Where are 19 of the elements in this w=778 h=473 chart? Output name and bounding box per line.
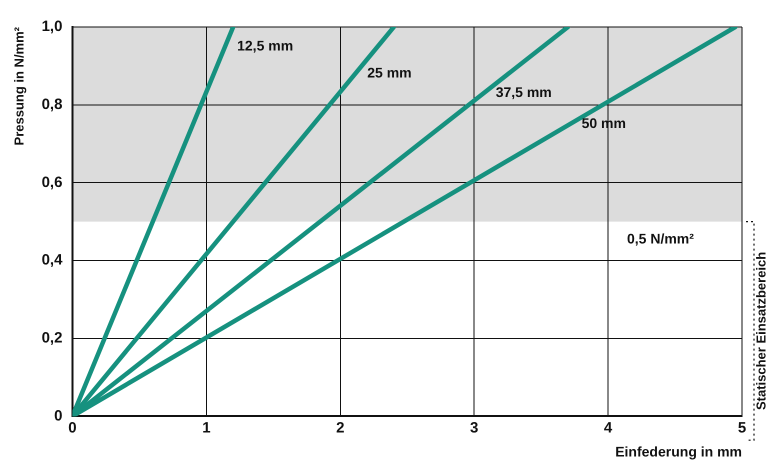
band-label: 0,5 N/mm² — [627, 230, 694, 246]
y-tick-label: 1,0 — [42, 18, 62, 36]
text: Statischer Einsatzbereich — [754, 252, 769, 410]
series-label: 12,5 mm — [237, 37, 294, 54]
x-tick-label: 2 — [336, 419, 344, 436]
y-axis-title: Pressung in N/mm² — [11, 26, 26, 146]
series-label: 25 mm — [367, 64, 412, 81]
y-tick-label: 0 — [54, 407, 62, 424]
x-tick-label: 1 — [202, 419, 211, 436]
x-tick-label: 4 — [604, 419, 613, 436]
x-axis-title: Einfederung in mm — [615, 443, 742, 460]
x-tick-label: 3 — [470, 419, 478, 436]
y-tick-label: 0,6 — [42, 174, 62, 191]
series-label: 37,5 mm — [496, 84, 552, 100]
x-tick-label: 5 — [738, 419, 746, 436]
x-tick-label: 0 — [68, 419, 77, 436]
y-tick-label: 0,2 — [42, 330, 62, 346]
y-tick-label: 0,4 — [42, 252, 64, 269]
y-tick-label: 0,8 — [42, 96, 62, 113]
